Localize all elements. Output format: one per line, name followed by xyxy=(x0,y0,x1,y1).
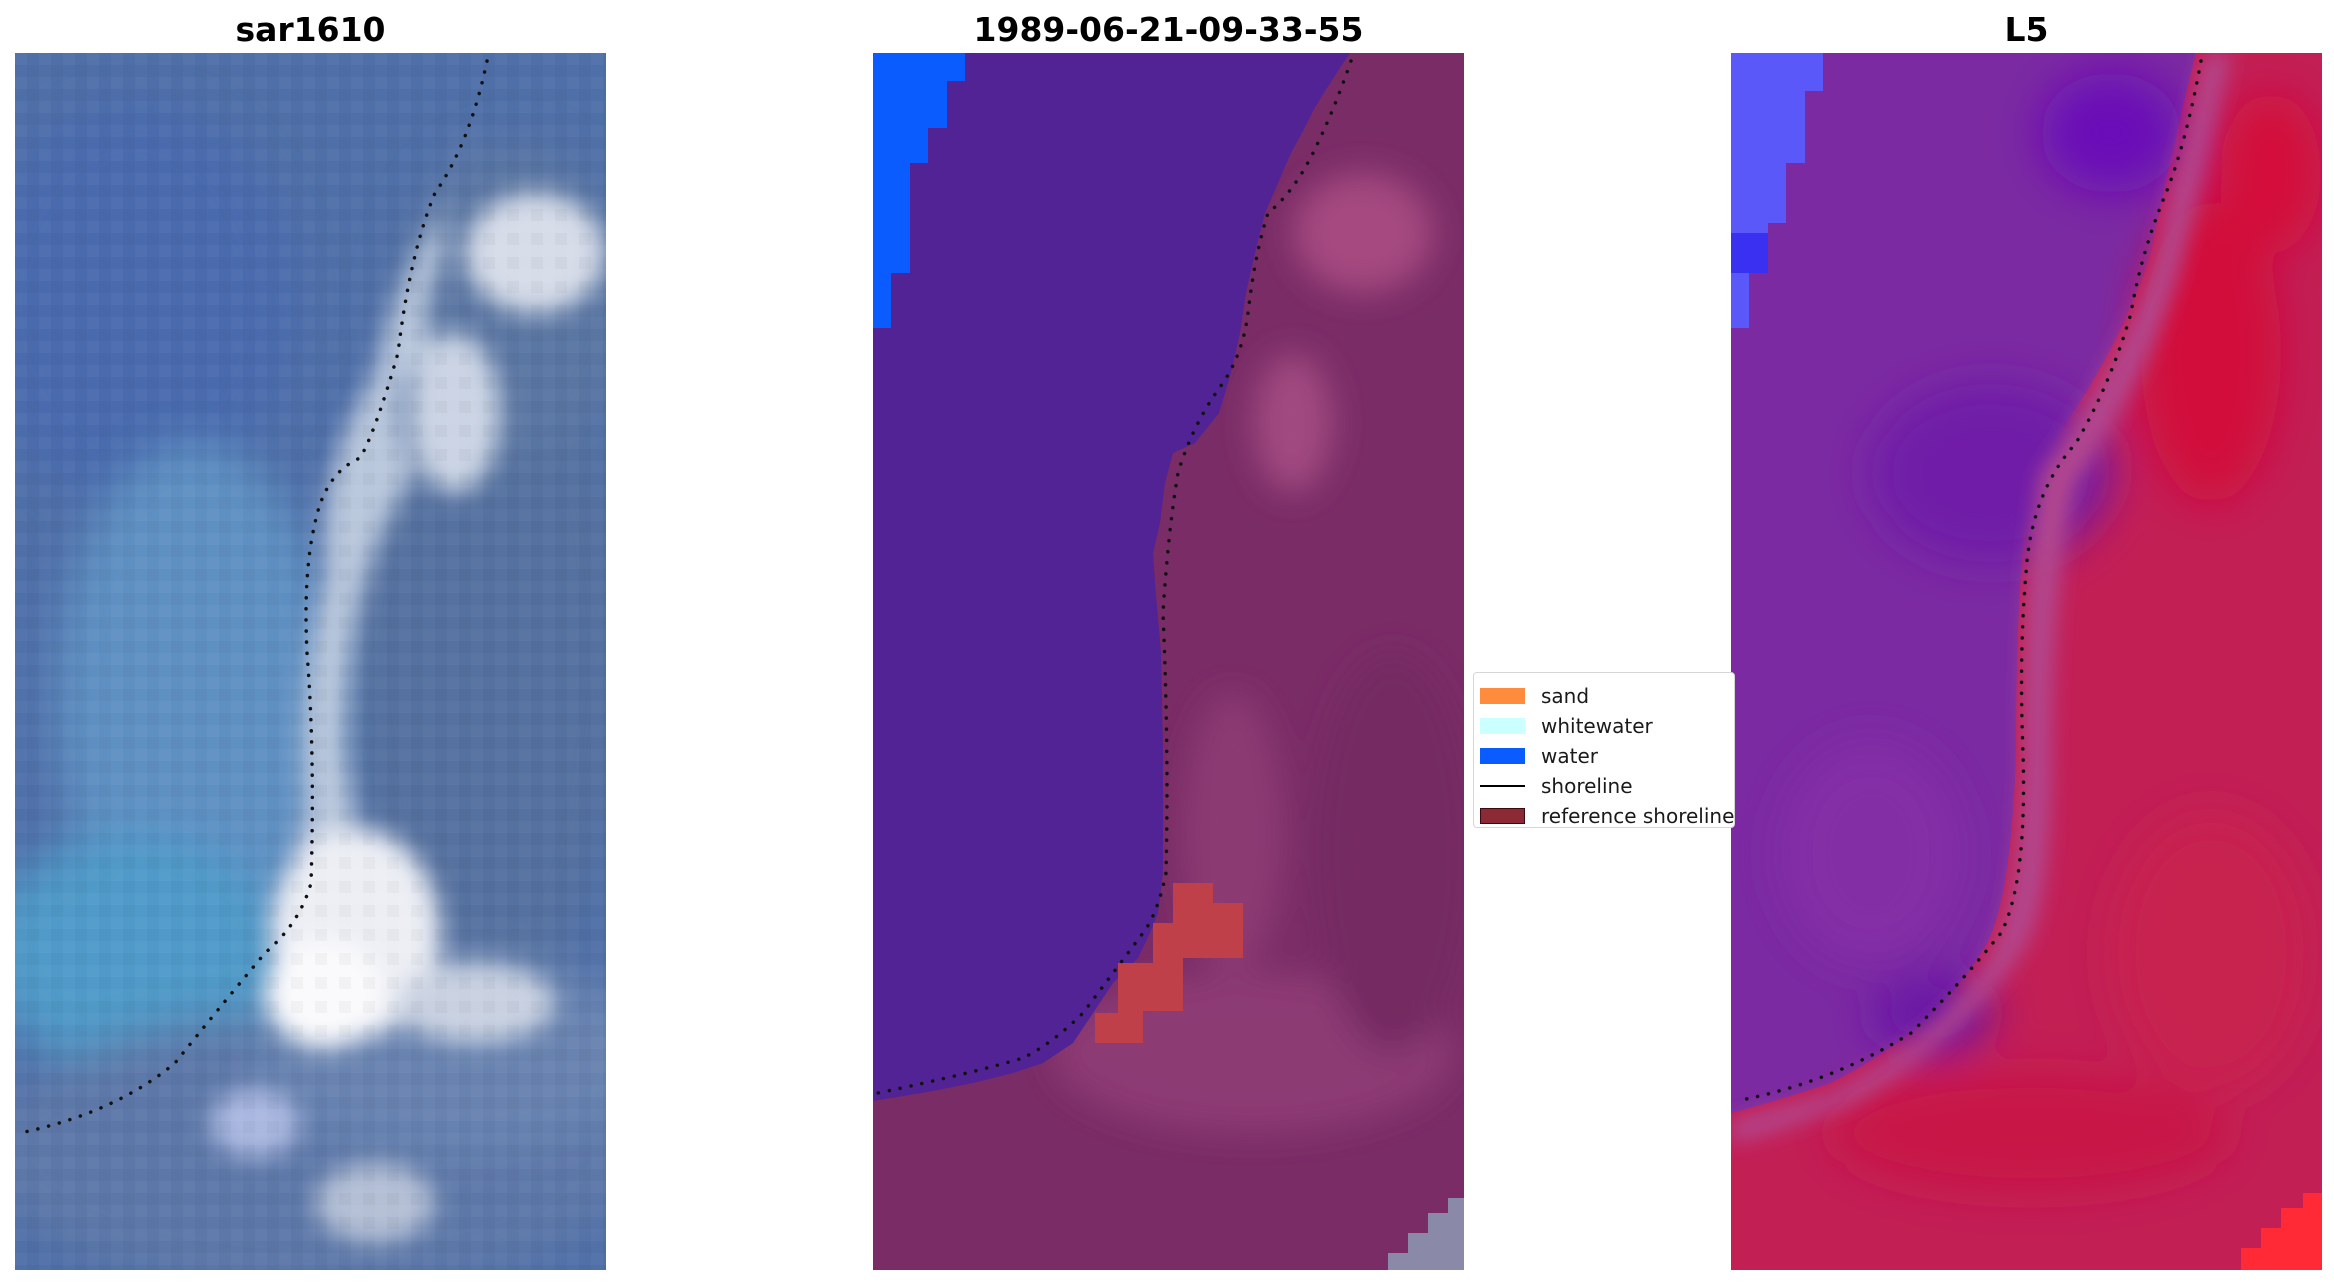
legend-swatch-water xyxy=(1480,748,1525,764)
rgb-image xyxy=(15,53,606,1270)
panel-title-classified: 1989-06-21-09-33-55 xyxy=(973,10,1364,49)
legend-label: sand xyxy=(1541,684,1590,708)
classified-image-panel xyxy=(873,53,1464,1270)
legend: sand whitewater water shoreline referenc… xyxy=(1473,672,1735,828)
legend-label: water xyxy=(1541,744,1598,768)
legend-entry-reference-shoreline: reference shoreline xyxy=(1480,803,1735,828)
panel-title-rgb: sar1610 xyxy=(235,10,386,49)
legend-entry-sand: sand xyxy=(1480,683,1589,709)
index-image-panel xyxy=(1731,53,2322,1270)
sand-region xyxy=(1095,883,1243,1043)
legend-label: reference shoreline xyxy=(1541,804,1735,828)
rgb-image-panel xyxy=(15,53,606,1270)
panel-title-index: L5 xyxy=(2004,10,2049,49)
legend-swatch-sand xyxy=(1480,688,1525,704)
legend-line-shoreline xyxy=(1480,785,1525,787)
legend-label: shoreline xyxy=(1541,774,1633,798)
legend-entry-whitewater: whitewater xyxy=(1480,713,1653,739)
legend-entry-water: water xyxy=(1480,743,1598,769)
water-region xyxy=(873,53,965,328)
legend-entry-shoreline: shoreline xyxy=(1480,773,1633,799)
classified-image xyxy=(873,53,1464,1270)
shoreline-dots-index xyxy=(1734,59,2203,1103)
legend-label: whitewater xyxy=(1541,714,1653,738)
legend-swatch-whitewater xyxy=(1480,718,1525,734)
index-image xyxy=(1731,53,2322,1270)
shoreline-dots-classified xyxy=(876,59,1353,1095)
legend-swatch-reference-shoreline xyxy=(1480,808,1525,824)
deep-water-region xyxy=(873,53,1350,1101)
